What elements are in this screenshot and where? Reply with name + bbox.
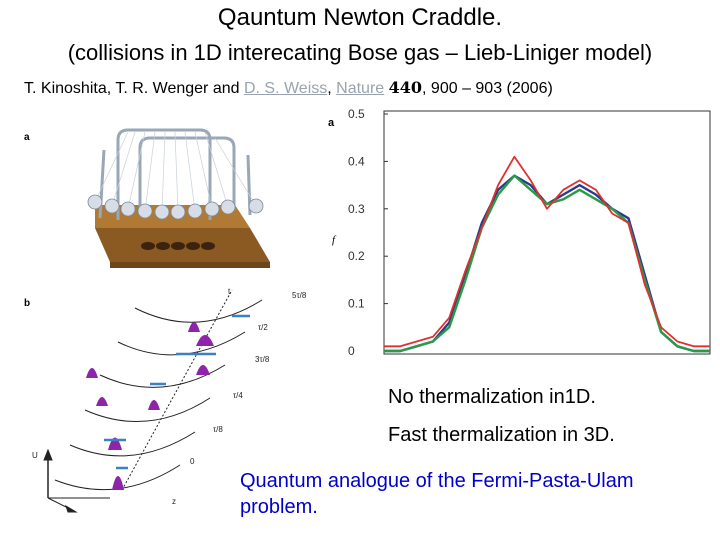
note-fpu-analogue: Quantum analogue of the Fermi-Pasta-Ulam… (240, 470, 634, 518)
note-no-thermalization: No thermalization in1D. (388, 386, 596, 408)
y-tick-label: 0.3 (348, 202, 365, 216)
time-label-0: 0 (190, 457, 195, 466)
y-tick-label: 0.1 (348, 297, 365, 311)
cradle-illustration (87, 128, 270, 268)
axis-z-label: z (172, 497, 176, 506)
y-tick-label: 0.5 (348, 108, 365, 121)
reference-separator: , (327, 80, 337, 97)
journal-link[interactable]: Nature (336, 80, 385, 97)
axis-t-label: t (228, 287, 231, 296)
slide-title: Qauntum Newton Craddle. (217, 4, 503, 31)
chart-panel-label: a (328, 117, 335, 129)
series-line-red (384, 155, 710, 348)
y-tick-label: 0.2 (348, 249, 365, 263)
axis-u-label: U (32, 451, 38, 460)
y-tick-label: 0 (348, 344, 355, 358)
author-link[interactable]: D. S. Weiss (243, 80, 328, 97)
chart-ylabel: f (332, 234, 337, 246)
figure-panel-a-label: a (24, 132, 30, 143)
chart-plot-frame (383, 110, 711, 355)
schematic-arrows (104, 314, 250, 470)
newton-cradle-figure: a b (24, 128, 307, 513)
distribution-chart: a f 0 0.1 0.2 0.3 0.4 0.5 (328, 108, 711, 358)
time-label-3t8: 3τ/8 (255, 355, 270, 364)
reference-authors: T. Kinoshita, T. R. Wenger and (24, 80, 244, 97)
time-label-t4: τ/4 (233, 391, 243, 400)
figure-panel-b-label: b (24, 298, 30, 309)
schematic-wavepackets (86, 322, 214, 490)
reference-volume: 440 (388, 78, 423, 97)
reference-citation: T. Kinoshita, T. R. Wenger and D. S. Wei… (24, 78, 553, 98)
series-line-green (384, 174, 710, 353)
time-label-t2: τ/2 (258, 323, 268, 332)
schematic-illustration (43, 289, 263, 513)
time-label-t8: τ/8 (213, 425, 223, 434)
reference-pages: , 900 – 903 (2006) (422, 80, 553, 97)
y-tick-label: 0.4 (348, 154, 365, 168)
slide-subtitle: (collisions in 1D interecating Bose gas … (67, 40, 653, 65)
series-line-blue (384, 174, 710, 353)
note-fast-thermalization: Fast thermalization in 3D. (388, 424, 615, 446)
time-label-5t8: 5τ/8 (292, 291, 307, 300)
